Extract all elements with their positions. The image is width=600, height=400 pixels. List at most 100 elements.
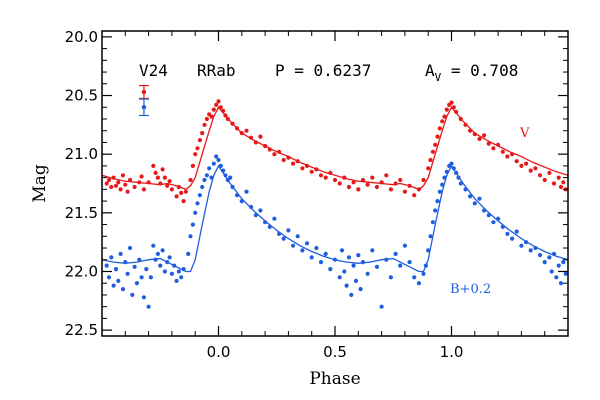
data-point-v [209,114,214,119]
data-point-b [423,263,428,268]
data-point-v [346,184,352,190]
data-point-v [118,187,123,192]
data-point-b [353,278,359,283]
data-point-b [202,177,207,183]
data-point-v [127,177,133,183]
data-point-v [449,100,454,105]
data-point-v [547,170,552,175]
data-point-v [463,122,468,127]
data-point-b [244,189,249,194]
y-tick-label: 20.0 [65,28,98,46]
data-point-b [195,201,200,206]
data-point-b [430,220,435,225]
data-point-b [144,267,149,272]
data-point-b [496,216,501,221]
header-star-name: V24 [139,61,168,80]
data-point-b [216,157,221,163]
data-point-v [113,183,119,188]
data-point-b [207,166,212,171]
data-point-b [249,204,254,210]
data-point-b [130,292,135,297]
data-point-b [537,253,543,258]
data-point-v [451,105,456,110]
data-point-b [398,263,403,268]
data-point-v [116,180,121,185]
data-point-v [165,183,170,188]
series-label-b: B+0.2 [450,282,491,297]
data-point-b [509,236,515,241]
data-point-v [151,163,156,168]
data-point-b [365,271,370,276]
data-point-b [328,267,333,272]
data-point-v [433,142,438,147]
data-point-v [332,177,338,183]
data-point-b [360,260,366,265]
data-point-v [160,167,165,172]
data-point-v [146,180,151,185]
data-point-v [158,181,163,186]
data-point-b [556,263,561,268]
data-point-v [421,177,426,183]
series-label-v: V [519,126,530,141]
data-point-v [500,149,505,154]
data-point-v [442,114,447,119]
data-point-b [342,269,347,274]
data-point-v [482,133,487,138]
header-amplitude: AV = 0.708 [425,61,518,84]
data-point-b [351,263,356,268]
data-point-b [148,275,153,280]
data-point-b [393,251,398,256]
data-point-b [197,193,202,198]
data-point-b [174,278,179,283]
data-point-b [281,236,286,241]
data-point-b [300,248,305,253]
data-point-v [155,175,160,180]
data-point-v [249,135,254,140]
header-variable-type: RRab [197,61,236,80]
data-point-v [444,107,449,112]
data-point-b [172,263,177,268]
data-point-v [132,184,137,190]
data-point-b [533,245,538,251]
data-point-v [106,177,112,183]
data-point-b [528,248,533,253]
data-point-v [244,128,249,133]
data-point-b [454,170,459,175]
data-point-v [314,167,319,172]
data-point-v [304,163,310,168]
y-tick-label: 22.0 [65,262,98,280]
data-point-v [263,143,268,149]
data-point-b [125,271,130,276]
data-point-b [542,260,547,265]
data-point-v [125,189,130,194]
data-point-v [176,184,181,190]
data-point-v [468,128,473,133]
data-point-b [116,278,121,283]
data-point-b [277,231,282,236]
data-point-b [468,194,473,199]
data-point-v [197,138,202,143]
data-point-b [486,213,491,218]
data-point-b [440,182,445,187]
data-point-b [426,248,431,253]
data-point-v [486,141,491,146]
data-point-v [402,189,407,194]
data-point-v [211,107,216,112]
data-point-b [456,175,461,180]
data-point-b [554,275,559,280]
data-point-v [519,163,524,168]
y-tick-label: 22.5 [65,321,98,339]
y-tick-label: 20.5 [65,87,98,105]
data-point-b [444,169,449,174]
data-point-b [139,275,144,280]
data-point-b [193,210,198,215]
data-point-v [491,146,496,151]
data-point-v [277,149,282,154]
data-point-v [153,170,158,175]
data-point-b [412,275,417,280]
data-point-b [127,245,133,251]
y-tick-label: 21.0 [65,145,98,163]
data-point-v [454,109,459,114]
data-point-b [155,251,160,256]
data-point-v [109,184,114,190]
